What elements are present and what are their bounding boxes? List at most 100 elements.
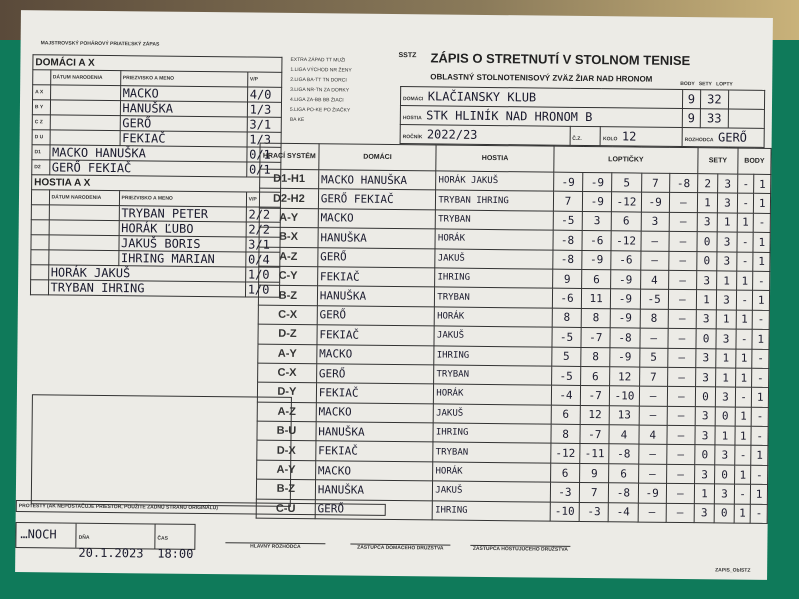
sets: 3 bbox=[695, 406, 716, 426]
points: 1 bbox=[751, 387, 769, 408]
doubles-names: MACKO HANUŠKA bbox=[49, 144, 247, 162]
game-score: 12 bbox=[580, 405, 610, 425]
sets: 3 bbox=[696, 309, 717, 330]
referee-signature: HLAVNÝ ROZHODCA bbox=[225, 542, 326, 551]
sets: 3 bbox=[716, 232, 738, 252]
col-points: BODY bbox=[737, 148, 772, 175]
system: D2-H2 bbox=[259, 188, 319, 209]
game-score: -5 bbox=[553, 210, 583, 231]
sstz-logo: SSTZ bbox=[398, 52, 417, 60]
points: 1 bbox=[751, 445, 768, 466]
game-score: 6 bbox=[580, 366, 611, 387]
game-score: -3 bbox=[550, 482, 580, 503]
points: 1 bbox=[750, 484, 768, 505]
player-name: JAKUŠ BORIS bbox=[118, 235, 246, 252]
player-name: GERŐ bbox=[119, 115, 248, 132]
protests: PROTESTY (AK NEPOSTAČUJE PRIESTOR, POUŽI… bbox=[15, 500, 386, 516]
game-score: — bbox=[666, 425, 696, 446]
legend-row: 4.LIGA ZA-BB BB ŽIACI bbox=[290, 96, 344, 104]
place: …NOCH bbox=[20, 527, 57, 542]
sets: 0 bbox=[695, 328, 717, 349]
sets: 1 bbox=[694, 483, 715, 504]
sets: 3 bbox=[716, 251, 737, 272]
sets: 0 bbox=[695, 386, 716, 407]
col-name: PRIEZVISKO A MENO bbox=[120, 70, 248, 87]
sets: 0 bbox=[694, 445, 715, 465]
points: 1 bbox=[735, 367, 753, 388]
home-player: FEKIAČ bbox=[316, 324, 435, 346]
time: 18:00 bbox=[157, 546, 194, 561]
game-score: -7 bbox=[580, 424, 610, 445]
game-score: -12 bbox=[611, 230, 641, 251]
game-score: -4 bbox=[551, 385, 581, 406]
away-player: TRYBAN bbox=[433, 442, 551, 464]
game-score: — bbox=[638, 444, 667, 465]
game-score: -12 bbox=[550, 443, 581, 464]
game-score: — bbox=[666, 444, 695, 465]
legend-row: EXTRA ZÁPAD TT MUŽI bbox=[290, 56, 346, 64]
game-score: -11 bbox=[579, 443, 610, 464]
game-score: 8 bbox=[552, 307, 582, 328]
points: 1 bbox=[754, 174, 771, 194]
points: - bbox=[736, 232, 754, 252]
match-types: MAJSTROVSKÝ POHÁROVÝ PRIATEĽSKÝ ZÁPAS bbox=[40, 40, 160, 48]
game-score: -10 bbox=[550, 501, 580, 522]
col-home: DOMÁCI bbox=[318, 143, 437, 171]
game-score: — bbox=[666, 483, 695, 504]
doubles-names: HORÁK JAKUŠ bbox=[48, 264, 246, 282]
game-score: -8 bbox=[669, 173, 698, 194]
game-score: — bbox=[668, 231, 698, 252]
game-score: -7 bbox=[580, 385, 610, 406]
col-vp: V/P bbox=[247, 71, 282, 88]
home-player: MACKO HANUŠKA bbox=[318, 169, 437, 191]
away-player: JAKUŠ bbox=[434, 326, 553, 347]
sets: 3 bbox=[694, 503, 715, 523]
points: 1 bbox=[735, 348, 753, 369]
player-name: HORÁK ĽUBO bbox=[118, 220, 246, 237]
sets: 0 bbox=[714, 464, 735, 485]
game-score: -9 bbox=[610, 289, 641, 309]
points: - bbox=[751, 368, 769, 388]
points: - bbox=[750, 503, 768, 524]
sets: 3 bbox=[695, 348, 716, 368]
game-score: 7 bbox=[641, 173, 670, 193]
system: B-Z bbox=[258, 285, 318, 306]
player-name: IHRING MARIAN bbox=[118, 250, 246, 267]
sets: 3 bbox=[695, 367, 716, 388]
away-player: IHRING bbox=[434, 267, 553, 289]
game-score: — bbox=[669, 192, 698, 213]
system: D-Z bbox=[257, 324, 317, 345]
game-score: — bbox=[666, 464, 695, 484]
sets: 0 bbox=[696, 231, 718, 252]
home-player: FEKIAČ bbox=[317, 266, 436, 288]
game-score: — bbox=[640, 231, 669, 251]
points: 1 bbox=[753, 251, 770, 272]
points: - bbox=[751, 406, 769, 427]
game-score: -10 bbox=[609, 386, 640, 406]
home-player: MACKO bbox=[316, 344, 435, 365]
home-player: FEKIAČ bbox=[316, 382, 434, 404]
game-score: 6 bbox=[611, 211, 641, 232]
game-score: — bbox=[639, 328, 668, 348]
sets: 3 bbox=[697, 212, 718, 233]
game-score: 6 bbox=[581, 269, 612, 290]
system: A-Z bbox=[257, 401, 317, 422]
game-score: — bbox=[667, 367, 696, 387]
points: - bbox=[734, 484, 751, 504]
game-score: -6 bbox=[552, 288, 582, 309]
points: - bbox=[736, 251, 754, 272]
legend-row: 5.LIGA PO-KE PO ŽIAČKY bbox=[289, 106, 351, 114]
away-player: JAKUŠ bbox=[435, 248, 553, 270]
away-doubles-row: TRYBAN IHRING 1/0 bbox=[30, 279, 280, 298]
points: - bbox=[736, 290, 754, 310]
home-player: GERŐ bbox=[316, 363, 435, 385]
col-date: DÁTUM NARODENIA bbox=[50, 69, 121, 86]
system: D-Y bbox=[257, 382, 317, 403]
referee: GERŐ bbox=[717, 130, 748, 145]
away-player: IHRING bbox=[432, 500, 551, 522]
away-player: HORÁK bbox=[435, 229, 554, 250]
system: B-Z bbox=[256, 479, 316, 500]
home-points: 9 bbox=[682, 89, 701, 109]
sets: 3 bbox=[714, 445, 735, 465]
game-score: — bbox=[666, 406, 696, 426]
